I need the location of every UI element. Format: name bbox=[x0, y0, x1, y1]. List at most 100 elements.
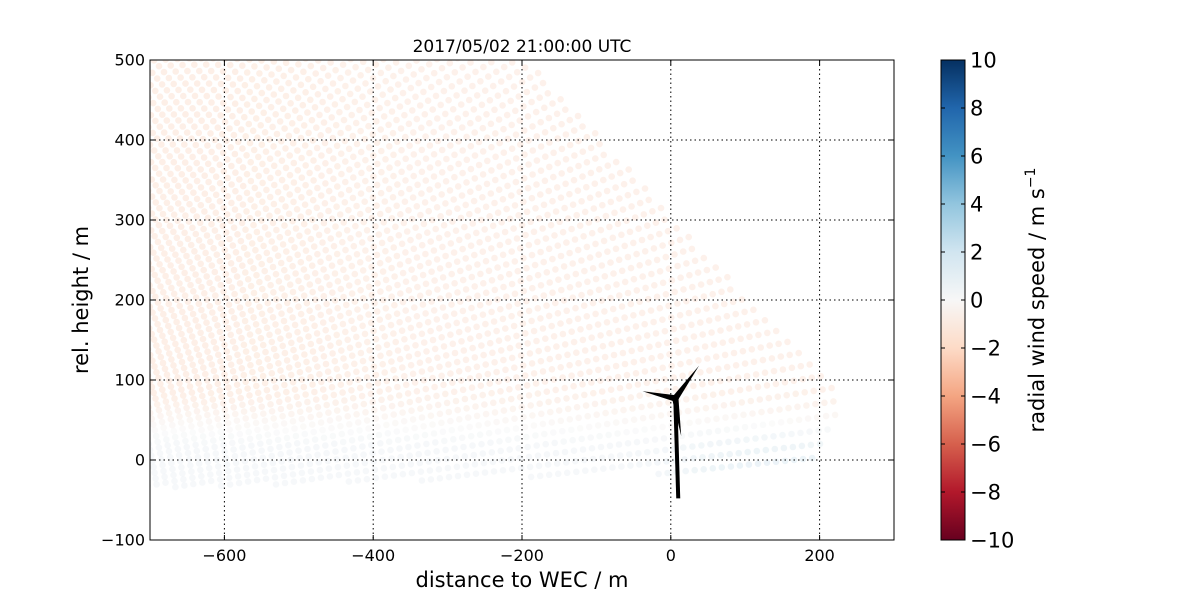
scan-point bbox=[199, 243, 206, 250]
scan-point bbox=[333, 365, 341, 373]
scan-point bbox=[550, 173, 557, 181]
scan-point bbox=[704, 355, 711, 362]
scan-point bbox=[161, 430, 169, 437]
scan-point bbox=[666, 410, 674, 418]
scan-point bbox=[569, 436, 576, 444]
scan-point bbox=[337, 74, 344, 82]
scan-point bbox=[503, 111, 511, 119]
scan-point bbox=[178, 188, 186, 196]
scan-point bbox=[508, 312, 515, 320]
scan-point bbox=[359, 357, 367, 365]
scan-point bbox=[383, 341, 391, 349]
scan-point bbox=[183, 443, 190, 451]
scan-point bbox=[368, 109, 376, 117]
scan-point bbox=[707, 440, 714, 448]
scan-point bbox=[511, 415, 518, 423]
scan-point bbox=[499, 467, 507, 474]
scan-point bbox=[365, 382, 373, 389]
scan-point bbox=[694, 307, 701, 315]
scan-point bbox=[164, 404, 171, 411]
scan-point bbox=[195, 129, 203, 137]
scan-point bbox=[749, 410, 756, 417]
scan-point bbox=[305, 129, 312, 137]
scan-point bbox=[344, 413, 352, 420]
scan-point bbox=[200, 225, 207, 233]
scan-point bbox=[194, 454, 202, 461]
scan-point bbox=[285, 79, 292, 87]
scan-point bbox=[437, 101, 445, 109]
scan-point bbox=[755, 331, 762, 339]
scan-point bbox=[302, 438, 310, 445]
scan-point bbox=[171, 176, 178, 184]
scan-point bbox=[499, 102, 506, 109]
scan-point bbox=[620, 180, 628, 188]
scan-point bbox=[806, 361, 813, 368]
scan-point bbox=[153, 135, 161, 142]
scan-point bbox=[311, 104, 319, 111]
scan-point bbox=[234, 87, 241, 95]
scan-point bbox=[546, 355, 554, 363]
scan-point bbox=[416, 321, 423, 329]
scan-point bbox=[227, 260, 235, 267]
scan-point bbox=[517, 165, 524, 172]
scan-point bbox=[770, 433, 777, 440]
scan-point bbox=[587, 144, 595, 152]
scan-point bbox=[183, 252, 190, 260]
scan-point bbox=[598, 297, 605, 304]
scan-point bbox=[205, 418, 213, 425]
scan-point bbox=[526, 350, 534, 357]
scan-point bbox=[340, 355, 347, 362]
scan-point bbox=[263, 64, 270, 71]
scan-point bbox=[286, 306, 294, 314]
scan-point bbox=[221, 118, 229, 126]
scan-point bbox=[293, 440, 301, 447]
scan-point bbox=[726, 450, 733, 458]
scan-point bbox=[616, 452, 624, 459]
scan-point bbox=[664, 227, 672, 235]
scan-point bbox=[676, 311, 684, 319]
scan-point bbox=[424, 318, 432, 326]
scan-point bbox=[250, 314, 257, 321]
scan-point bbox=[722, 414, 729, 421]
scan-point bbox=[247, 258, 254, 265]
scan-point bbox=[609, 305, 617, 313]
scan-point bbox=[553, 460, 561, 467]
scan-point bbox=[264, 274, 272, 282]
scan-point bbox=[277, 85, 285, 93]
scan-point bbox=[605, 431, 612, 439]
scan-point bbox=[319, 64, 327, 72]
scan-point bbox=[375, 231, 383, 238]
scan-point bbox=[259, 285, 266, 293]
scan-point bbox=[174, 217, 181, 224]
scan-point bbox=[233, 321, 240, 328]
scan-point bbox=[490, 318, 498, 325]
scan-point bbox=[383, 377, 391, 385]
scan-point bbox=[578, 435, 585, 443]
scan-point bbox=[245, 120, 253, 128]
scan-point bbox=[263, 249, 271, 257]
scan-point bbox=[552, 266, 559, 273]
scan-point bbox=[603, 364, 611, 372]
scan-point bbox=[625, 166, 632, 173]
scan-point bbox=[298, 285, 305, 292]
scan-point bbox=[269, 263, 277, 271]
scan-point bbox=[700, 392, 708, 400]
scan-point bbox=[165, 410, 173, 417]
scan-point bbox=[346, 379, 353, 386]
scan-point bbox=[498, 457, 506, 464]
scan-point bbox=[143, 340, 150, 347]
scan-point bbox=[395, 232, 403, 239]
scan-point bbox=[680, 444, 687, 451]
scan-point bbox=[396, 103, 404, 110]
scan-point bbox=[378, 168, 385, 176]
scan-point bbox=[438, 169, 446, 176]
scan-point bbox=[151, 315, 159, 322]
scan-point bbox=[292, 296, 300, 303]
scan-point bbox=[270, 60, 278, 65]
scan-point bbox=[203, 232, 211, 239]
scan-point bbox=[443, 455, 451, 463]
scan-point bbox=[160, 193, 167, 201]
scan-point bbox=[150, 249, 157, 256]
scan-point bbox=[671, 288, 678, 296]
scan-point bbox=[273, 78, 280, 85]
